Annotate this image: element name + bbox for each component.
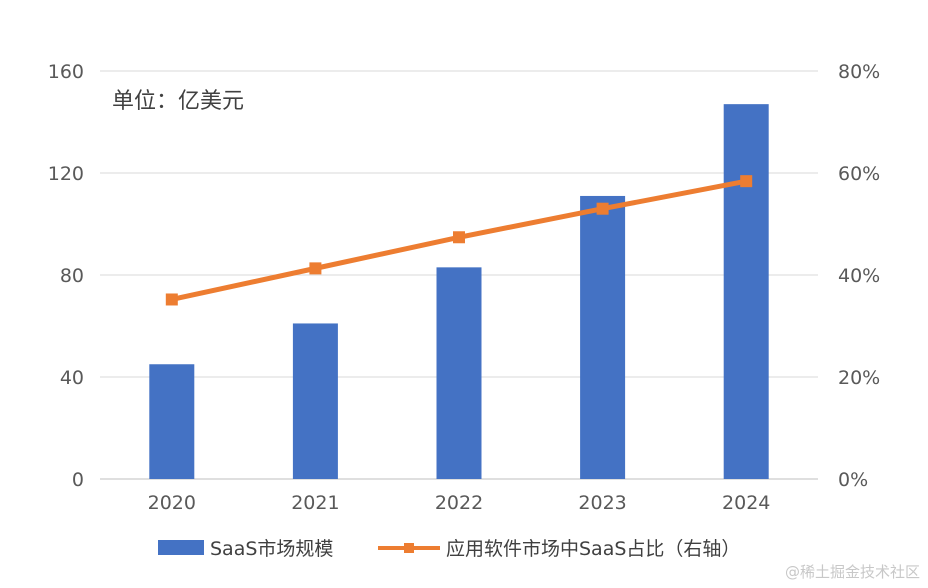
line-point (453, 231, 465, 244)
x-axis: 2020 2021 2022 2023 2024 (148, 492, 771, 514)
right-tick-label: 20% (838, 367, 880, 389)
left-tick-label: 80 (60, 265, 84, 287)
right-tick-label: 60% (838, 163, 880, 185)
line-series (165, 175, 753, 306)
left-tick-label: 0 (72, 469, 84, 491)
left-tick-label: 40 (60, 367, 84, 389)
right-tick-label: 40% (838, 265, 880, 287)
legend-marker (404, 543, 414, 553)
x-tick-label: 2024 (722, 492, 770, 514)
bar (436, 267, 482, 479)
left-axis: 0 40 80 120 160 (48, 61, 84, 491)
legend-label-line: 应用软件市场中SaaS占比（右轴） (446, 538, 740, 560)
x-tick-label: 2021 (291, 492, 339, 514)
bar (580, 195, 626, 479)
line-point (740, 175, 753, 188)
left-tick-label: 160 (48, 61, 84, 83)
right-axis: 0% 20% 40% 60% 80% (838, 61, 880, 491)
x-tick-label: 2022 (435, 492, 483, 514)
line-point (596, 202, 609, 215)
x-tick-label: 2023 (578, 492, 626, 514)
line-point (309, 262, 322, 275)
unit-label: 单位：亿美元 (112, 89, 244, 114)
legend-label-bar: SaaS市场规模 (210, 538, 333, 560)
bar (292, 323, 338, 479)
legend: SaaS市场规模 应用软件市场中SaaS占比（右轴） (158, 538, 740, 560)
x-tick-label: 2020 (148, 492, 196, 514)
bar-series (149, 104, 769, 480)
right-tick-label: 0% (838, 469, 868, 491)
left-tick-label: 120 (48, 163, 84, 185)
bar (723, 104, 769, 480)
right-tick-label: 80% (838, 61, 880, 83)
line-point (165, 293, 178, 306)
watermark: @稀土掘金技术社区 (784, 563, 920, 581)
legend-swatch-bar (158, 540, 204, 555)
bar (149, 364, 195, 479)
